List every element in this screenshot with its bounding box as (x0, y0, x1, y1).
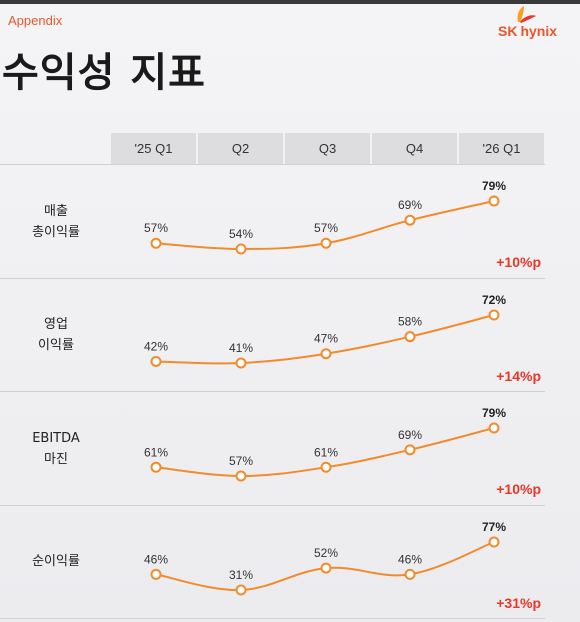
delta-label: +10%p (496, 481, 541, 497)
data-label: 79% (482, 179, 506, 193)
quarter-header: '25 Q1 (111, 133, 196, 164)
row-separator (0, 618, 545, 619)
data-point (320, 461, 332, 473)
data-point (404, 331, 416, 343)
data-point (235, 243, 247, 255)
sk-hynix-logo: SK hynix (496, 6, 576, 44)
row-label-ebitda-margin: EBITDA 마진 (0, 428, 112, 470)
data-point (488, 422, 500, 434)
data-point (488, 536, 500, 548)
page-title: 수익성 지표 (2, 50, 206, 96)
data-point (150, 237, 162, 249)
delta-label: +14%p (496, 368, 541, 384)
data-label: 72% (482, 293, 506, 307)
butterfly-icon (517, 6, 536, 23)
data-label: 57% (229, 454, 253, 468)
row-label-line: EBITDA (32, 431, 80, 446)
data-label: 69% (398, 428, 422, 442)
data-label: 57% (314, 221, 338, 235)
data-point (235, 470, 247, 482)
data-point (488, 195, 500, 207)
row-label-operating-margin: 영업 이익률 (0, 314, 112, 356)
data-label: 47% (314, 332, 338, 346)
row-label-line: 마진 (44, 452, 68, 467)
row-separator (0, 505, 545, 506)
logo-sk-text: SK (498, 23, 518, 39)
quarter-header: Q2 (198, 133, 283, 164)
logo-hynix-text: hynix (520, 23, 558, 39)
top-bar (0, 0, 580, 4)
data-label: 46% (398, 552, 422, 566)
data-point (150, 355, 162, 367)
row-separator (0, 164, 545, 165)
row-label-gross-margin: 매출 총이익률 (0, 201, 112, 243)
data-label: 41% (229, 341, 253, 355)
data-point (404, 568, 416, 580)
data-label: 61% (144, 445, 168, 459)
data-label: 42% (144, 339, 168, 353)
data-label: 58% (398, 315, 422, 329)
data-point (235, 357, 247, 369)
data-point (320, 237, 332, 249)
data-point (404, 214, 416, 226)
data-label: 69% (398, 198, 422, 212)
section-tag: Appendix (8, 13, 63, 28)
row-label-line: 매출 (44, 204, 68, 219)
row-separator (0, 391, 545, 392)
data-label: 54% (229, 227, 253, 241)
data-label: 79% (482, 406, 506, 420)
data-point (150, 461, 162, 473)
row-separator (0, 278, 545, 279)
delta-label: +31%p (496, 595, 541, 611)
data-point (320, 348, 332, 360)
data-label: 57% (144, 221, 168, 235)
data-label: 52% (314, 546, 338, 560)
data-point (320, 562, 332, 574)
quarter-header: Q3 (285, 133, 370, 164)
row-label-line: 영업 (44, 317, 68, 332)
data-point (488, 309, 500, 321)
quarter-header: Q4 (372, 133, 457, 164)
data-point (235, 584, 247, 596)
row-label-line: 이익률 (38, 338, 74, 353)
row-label-line: 총이익률 (32, 225, 80, 240)
data-label: 46% (144, 552, 168, 566)
data-label: 61% (314, 445, 338, 459)
quarter-header: '26 Q1 (459, 133, 544, 164)
data-point (150, 568, 162, 580)
data-label: 31% (229, 568, 253, 582)
delta-label: +10%p (496, 254, 541, 270)
data-point (404, 444, 416, 456)
row-label-line: 순이익률 (32, 554, 80, 569)
data-label: 77% (482, 520, 506, 534)
row-label-net-margin: 순이익률 (0, 551, 112, 572)
